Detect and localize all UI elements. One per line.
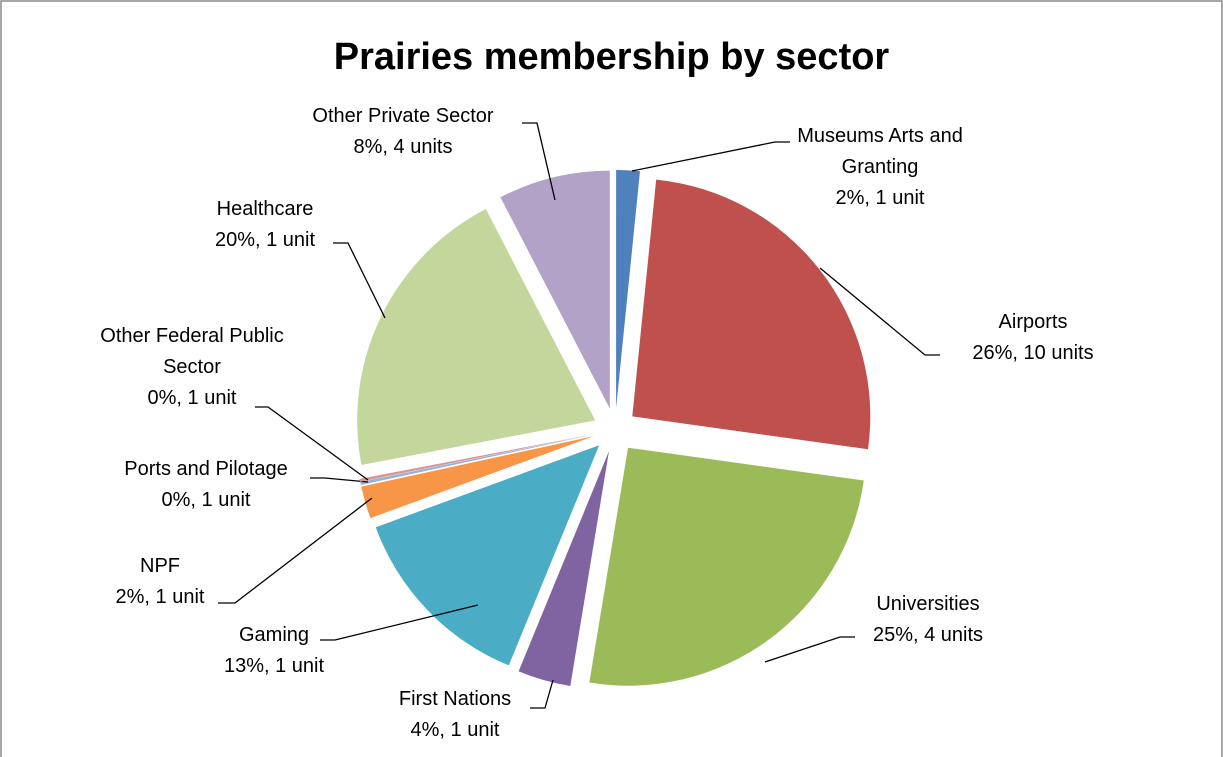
leader-line xyxy=(764,636,855,663)
slice-value: 20%, 1 unit xyxy=(214,229,316,251)
pie-slice xyxy=(500,170,610,409)
slice-name: Other Federal Public Sector xyxy=(100,325,284,378)
leader-line xyxy=(255,406,369,481)
slice-value: 8%, 4 units xyxy=(353,136,453,158)
pie-slice xyxy=(616,170,640,409)
slice-name: Gaming xyxy=(238,624,310,646)
data-label: Universities 25%, 4 units xyxy=(828,589,1028,651)
slice-name: Ports and Pilotage xyxy=(124,458,288,480)
slice-value: 0%, 1 unit xyxy=(161,489,251,511)
data-label: First Nations 4%, 1 unit xyxy=(355,684,555,746)
slice-value: 25%, 4 units xyxy=(872,624,984,646)
slice-value: 0%, 1 unit xyxy=(147,387,237,409)
data-label: Other Federal Public Sector 0%, 1 unit xyxy=(72,321,312,414)
slice-name: Airports xyxy=(998,311,1068,333)
pie-slice xyxy=(632,179,871,450)
leader-line xyxy=(530,679,554,709)
slice-value: 26%, 10 units xyxy=(972,342,1094,364)
data-label: Museums Arts and Granting 2%, 1 unit xyxy=(785,121,975,214)
slice-name: NPF xyxy=(140,555,180,577)
pie-slice xyxy=(361,436,594,519)
data-label: Healthcare 20%, 1 unit xyxy=(165,194,365,256)
slice-name: First Nations xyxy=(398,688,512,710)
pie-slice xyxy=(357,209,596,465)
leader-line xyxy=(522,122,556,201)
slice-name: Museums Arts and Granting xyxy=(797,125,963,178)
leader-line xyxy=(819,267,940,356)
slice-value: 2%, 1 unit xyxy=(835,187,925,209)
slice-value: 2%, 1 unit xyxy=(115,586,205,608)
data-label: Gaming 13%, 1 unit xyxy=(174,620,374,682)
slice-name: Other Private Sector xyxy=(312,105,494,127)
pie-slice xyxy=(518,451,609,686)
pie-slice xyxy=(359,434,594,482)
data-label: Ports and Pilotage 0%, 1 unit xyxy=(96,454,316,516)
pie-slice xyxy=(375,445,600,666)
data-label: NPF 2%, 1 unit xyxy=(60,551,260,613)
leader-line xyxy=(310,477,369,483)
leader-line xyxy=(631,141,790,172)
slice-name: Universities xyxy=(876,593,980,615)
pie-slice xyxy=(589,447,864,686)
slice-name: Healthcare xyxy=(216,198,314,220)
leader-line xyxy=(218,497,373,604)
data-label: Airports 26%, 10 units xyxy=(933,307,1133,369)
pie-slice xyxy=(360,434,594,485)
slice-value: 4%, 1 unit xyxy=(410,719,500,741)
data-label: Other Private Sector 8%, 4 units xyxy=(283,101,523,163)
leader-line xyxy=(320,604,479,641)
chart-title: Prairies membership by sector xyxy=(333,36,890,78)
leader-line xyxy=(333,242,386,319)
slice-value: 13%, 1 unit xyxy=(223,655,325,677)
